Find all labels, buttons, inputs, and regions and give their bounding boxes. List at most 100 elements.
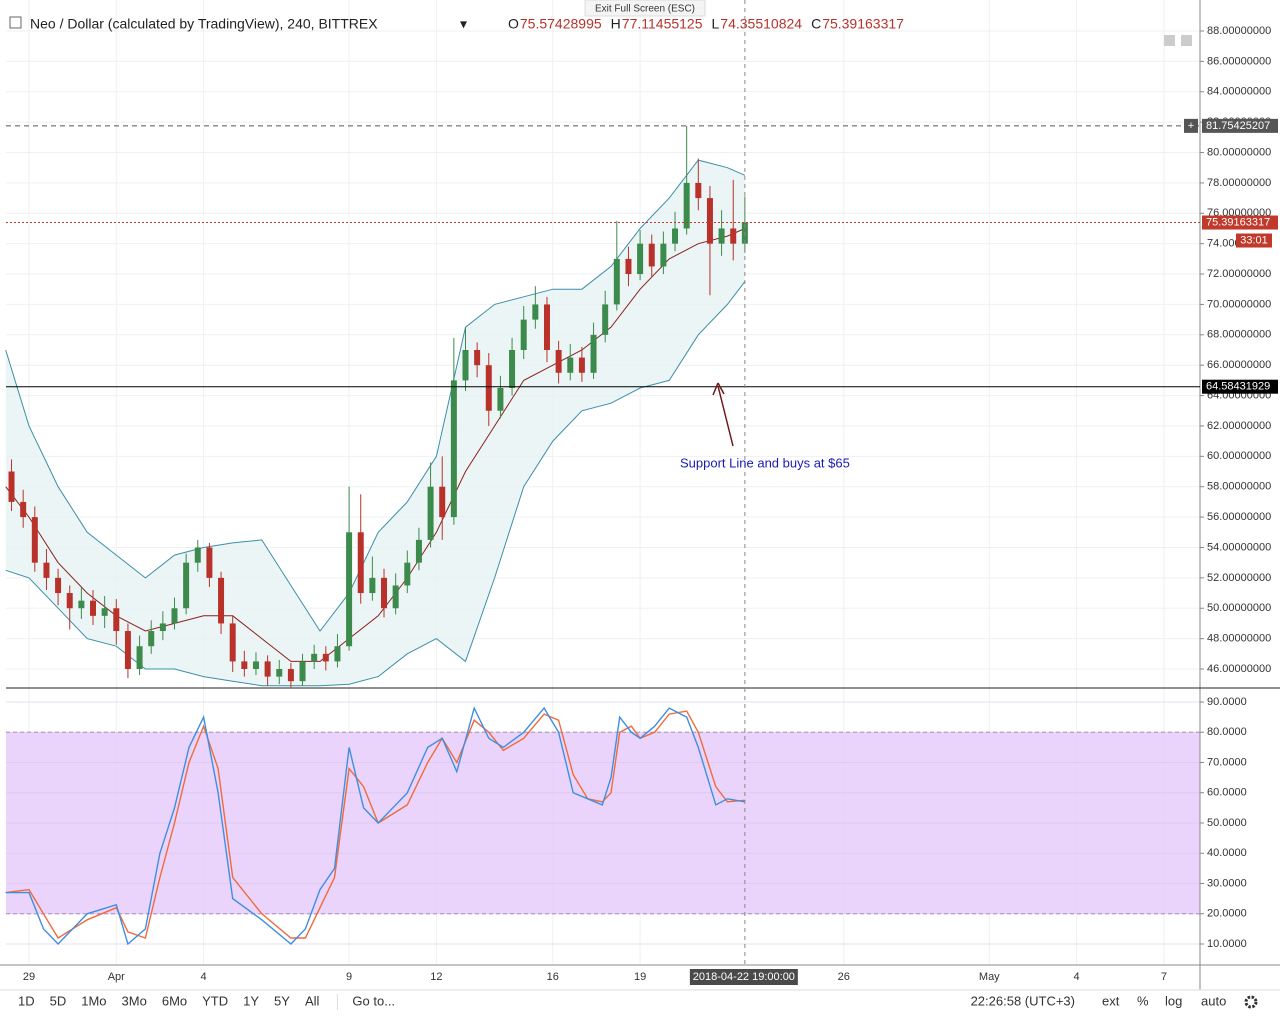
candle-body [602, 304, 609, 335]
exit-fullscreen-label[interactable]: Exit Full Screen (ESC) [595, 4, 695, 15]
ohlc-value: 77.11455125 [622, 16, 703, 32]
candle-body [648, 243, 655, 267]
x-tick-label: May [979, 971, 1000, 983]
y-tick-label: 30.0000 [1207, 877, 1247, 889]
settings-icon[interactable] [1244, 995, 1258, 1009]
toggle-button[interactable]: ext [1102, 993, 1120, 1008]
x-tick-label: 4 [1074, 971, 1080, 983]
goto-button[interactable]: Go to... [352, 993, 395, 1008]
candle-body [113, 608, 120, 632]
candle-body [218, 577, 225, 624]
add-alert-icon[interactable]: + [1188, 120, 1194, 132]
toggle-button[interactable]: auto [1201, 993, 1226, 1008]
candle-body [136, 646, 143, 670]
candle-body [252, 661, 259, 670]
candle-body [159, 623, 166, 632]
y-tick-label: 52.00000000 [1207, 572, 1271, 584]
candle-body [20, 501, 27, 518]
stochastic-pane: 10.0000 20.0000 30.0000 40.0000 50.0000 60.00… [5, 696, 1247, 950]
crosshair-label: 2018-04-22 19:00:00 [693, 971, 795, 983]
y-tick-label: 54.00000000 [1207, 541, 1271, 553]
candle-body [183, 562, 190, 609]
x-tick-label: 29 [23, 971, 35, 983]
y-tick-label: 60.0000 [1207, 787, 1247, 799]
candle-body [31, 517, 38, 563]
candle-body [276, 669, 283, 677]
candle-body [450, 380, 457, 518]
candle-body [346, 532, 353, 647]
candle-body [695, 182, 702, 199]
annotation-arrow [717, 385, 734, 447]
candle-body [555, 350, 562, 373]
pane-control[interactable] [1164, 35, 1175, 46]
candle-body [78, 600, 85, 609]
candle-body [299, 661, 306, 682]
candle-body [171, 608, 178, 624]
price-label: 64.58431929 [1206, 381, 1270, 393]
candle-body [613, 258, 620, 305]
timeframe-button[interactable]: YTD [202, 993, 228, 1008]
y-tick-label: 80.00000000 [1207, 146, 1271, 158]
pane-control[interactable] [1181, 35, 1192, 46]
symbol-dropdown[interactable]: ▾ [460, 16, 467, 32]
y-tick-label: 72.00000000 [1207, 268, 1271, 280]
candle-body [485, 365, 492, 411]
clock: 22:26:58 (UTC+3) [971, 993, 1075, 1008]
y-tick-label: 68.00000000 [1207, 329, 1271, 341]
timeframe-button[interactable]: All [305, 993, 320, 1008]
candle-body [334, 646, 341, 662]
add-alert-box[interactable] [1184, 118, 1198, 133]
candle-body [474, 350, 481, 366]
candle-body [55, 577, 62, 594]
y-tick-label: 66.00000000 [1207, 359, 1271, 371]
y-tick-label: 46.00000000 [1207, 663, 1271, 675]
y-tick-label: 70.0000 [1207, 756, 1247, 768]
price-pane [5, 125, 748, 688]
price-label-box [1202, 379, 1278, 394]
candle-body [381, 577, 388, 609]
y-tick-label: 60.00000000 [1207, 450, 1271, 462]
y-tick-label: 90.0000 [1207, 696, 1247, 708]
annotation: Support Line and buys at $65 [680, 455, 850, 470]
timeframe-button[interactable]: 6Mo [162, 993, 187, 1008]
y-tick-label: 40.0000 [1207, 847, 1247, 859]
price-label: 75.39163317 [1206, 216, 1270, 228]
timeframe-button[interactable]: 1Mo [81, 993, 106, 1008]
ohlc-value: 75.57428995 [520, 16, 602, 32]
y-tick-label: 78.00000000 [1207, 177, 1271, 189]
candle-body [287, 669, 294, 682]
timeframe-button[interactable]: 1Y [243, 993, 259, 1008]
ohlc-label: C [811, 16, 821, 32]
candle-body [462, 350, 469, 381]
chart-title: Neo / Dollar (calculated by TradingView)… [30, 16, 378, 32]
candle-body [43, 562, 50, 578]
x-tick-label: 7 [1161, 971, 1167, 983]
collapse-icon[interactable] [9, 16, 22, 29]
candle-body [229, 623, 236, 662]
toggle-button[interactable]: log [1165, 993, 1182, 1008]
x-tick-label: 26 [838, 971, 850, 983]
y-tick-label: 56.00000000 [1207, 511, 1271, 523]
candle-body [66, 593, 73, 609]
ohlc-legend: O 75.57428995 H 77.11455125 L 74.35510824 C 75.… [508, 16, 904, 32]
ohlc-value: 75.39163317 [822, 16, 904, 32]
candle-body [124, 631, 131, 670]
timeframe-button[interactable]: 1D [18, 993, 35, 1008]
candle-body [706, 198, 713, 244]
candle-body [590, 334, 597, 373]
candle-body [718, 228, 725, 244]
timeframe-button[interactable]: 5Y [274, 993, 290, 1008]
band-fill [5, 160, 745, 686]
candle-body [206, 547, 213, 578]
toggle-button[interactable]: % [1137, 993, 1149, 1008]
ohlc-label: L [712, 16, 720, 32]
bollinger-band [5, 159, 746, 632]
exit-fullscreen-button[interactable] [584, 0, 706, 17]
candle-body [8, 471, 15, 502]
x-tick-label: Apr [108, 971, 125, 983]
timeframe-button[interactable]: 3Mo [122, 993, 147, 1008]
candle-body [148, 631, 155, 647]
timeframe-button[interactable]: 5D [50, 993, 67, 1008]
y-tick-label: 84.00000000 [1207, 86, 1271, 98]
ohlc-value: 74.35510824 [720, 16, 802, 32]
